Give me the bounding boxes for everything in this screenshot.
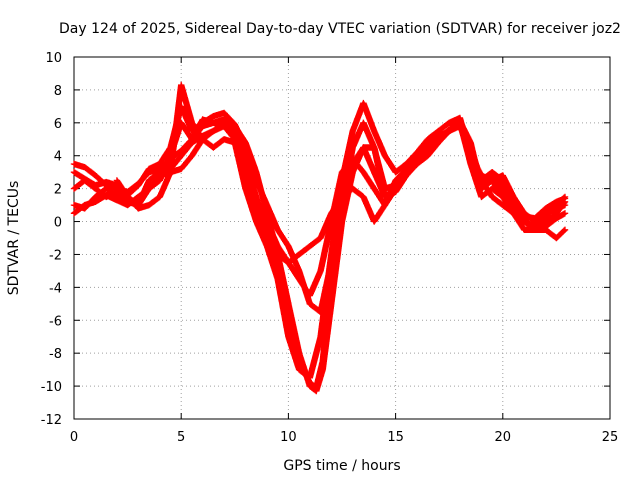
- y-tick-label: 0: [54, 216, 62, 231]
- chart-title: Day 124 of 2025, Sidereal Day-to-day VTE…: [59, 21, 621, 37]
- x-tick-label: 5: [177, 430, 185, 445]
- y-tick-label: -6: [49, 314, 62, 329]
- x-tick-label: 10: [280, 430, 297, 445]
- y-tick-label: -8: [49, 347, 62, 362]
- x-tick-label: 25: [602, 430, 619, 445]
- series-6: [113, 81, 569, 266]
- y-tick-label: 8: [54, 84, 62, 99]
- series-6-markers: [113, 81, 569, 266]
- x-tick-labels: 0 5 10 15 20 25: [70, 430, 618, 445]
- x-axis-label: GPS time / hours: [283, 458, 400, 474]
- y-tick-label: 2: [54, 183, 62, 198]
- y-tick-label: 4: [54, 150, 62, 165]
- y-tick-label: 6: [54, 117, 62, 132]
- y-axis-label: SDTVAR / TECUs: [6, 181, 22, 296]
- plot-frame: [73, 56, 611, 420]
- axis-ticks: [73, 56, 611, 420]
- x-tick-label: 0: [70, 430, 78, 445]
- y-tick-label: -10: [41, 380, 62, 395]
- y-tick-label: -4: [49, 281, 62, 296]
- x-tick-label: 20: [495, 430, 512, 445]
- y-tick-label: -12: [41, 413, 62, 428]
- y-tick-labels: -12 -10 -8 -6 -4 -2 0 2 4 6 8 10: [41, 51, 62, 428]
- y-tick-label: -2: [49, 248, 62, 263]
- y-tick-label: 10: [45, 51, 62, 66]
- x-tick-label: 15: [387, 430, 404, 445]
- data-points: [70, 81, 569, 395]
